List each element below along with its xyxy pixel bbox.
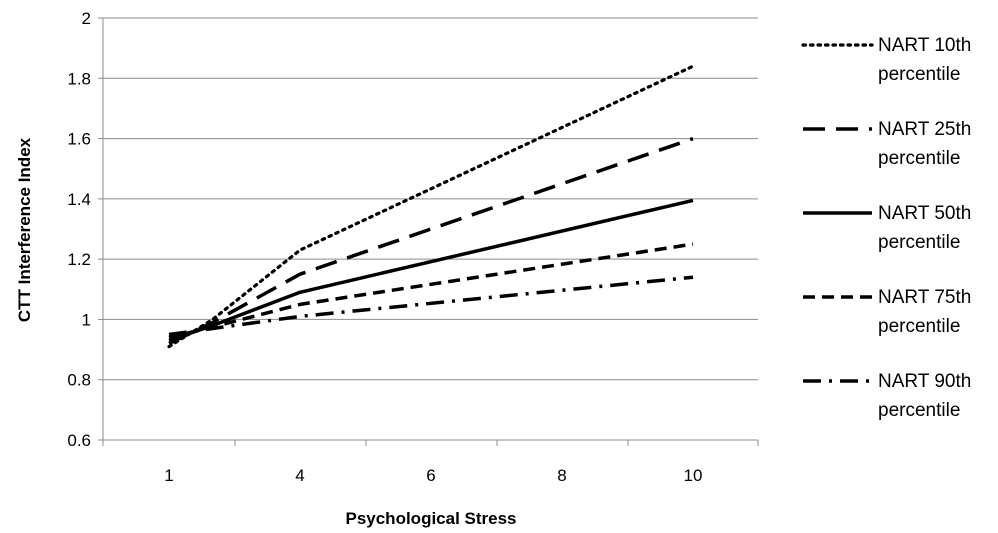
series-line-5 xyxy=(168,275,694,337)
legend-label-5: percentile xyxy=(878,400,960,421)
legend-label-2: percentile xyxy=(878,148,960,169)
x-tick-label: 1 xyxy=(164,466,173,485)
y-tick-label: 1.2 xyxy=(67,250,91,269)
x-tick-label: 10 xyxy=(684,466,703,485)
x-tick-label: 4 xyxy=(295,466,304,485)
legend-label-3: NART 50th xyxy=(878,203,971,224)
axes xyxy=(98,17,759,446)
series-line-4 xyxy=(168,242,694,340)
legend-label-3: percentile xyxy=(878,232,960,253)
y-tick-label: 1.8 xyxy=(67,69,91,88)
y-axis-title: CTT Interference Index xyxy=(15,137,34,322)
y-tick-label: 2 xyxy=(82,9,91,28)
y-tick-label: 1.4 xyxy=(67,190,91,209)
x-tick-label: 8 xyxy=(557,466,566,485)
x-axis-title: Psychological Stress xyxy=(345,509,516,528)
legend: NART 10th percentile NART 25th percentile NA… xyxy=(801,35,971,421)
legend-label-1: percentile xyxy=(878,64,960,85)
series-lines xyxy=(167,64,695,349)
legend-label-5: NART 90th xyxy=(878,371,971,392)
legend-label-4: percentile xyxy=(878,316,960,337)
legend-label-2: NART 25th xyxy=(878,119,971,140)
y-tick-label: 0.8 xyxy=(67,371,91,390)
x-tick-label: 6 xyxy=(426,466,435,485)
y-tick-label: 0.6 xyxy=(67,431,91,450)
tick-labels: 0.6 0.8 1 1.2 1.4 1.6 1.8 2 1 4 6 8 10 xyxy=(67,9,702,485)
legend-label-4: NART 75th xyxy=(878,287,971,308)
legend-label-1: NART 10th xyxy=(878,35,971,56)
y-tick-label: 1 xyxy=(82,310,91,329)
y-tick-label: 1.6 xyxy=(67,130,91,149)
